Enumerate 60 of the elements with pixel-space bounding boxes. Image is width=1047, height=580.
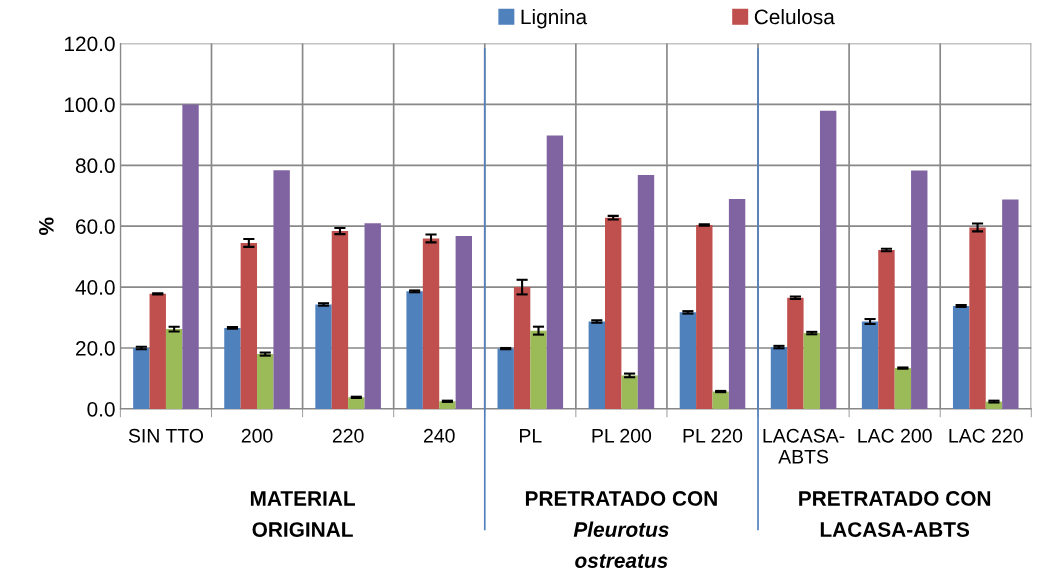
bar [819, 110, 837, 409]
bar [621, 375, 638, 409]
bar [240, 242, 258, 409]
bar [861, 321, 879, 409]
bar [952, 305, 970, 409]
bar [803, 333, 820, 409]
bar [878, 249, 895, 409]
bar [787, 297, 804, 409]
text: MATERIAL ORIGINAL [250, 491, 355, 537]
x-tick-label: SIN TTO [128, 428, 204, 443]
legend-label: Lignina [521, 8, 588, 29]
bar [497, 348, 514, 409]
bar [315, 304, 332, 409]
x-tick-label: 240 [423, 428, 455, 443]
bar [455, 235, 473, 409]
y-axis-title: % [39, 217, 54, 235]
y-tick-label: 120.0 [65, 36, 115, 52]
y-tick-label: 60.0 [76, 219, 115, 234]
y-tick-label: 100.0 [65, 97, 115, 113]
bar [406, 291, 423, 409]
bar [1002, 199, 1019, 409]
bar [712, 391, 729, 409]
bar [182, 104, 199, 409]
bar [969, 227, 986, 409]
bar [133, 348, 150, 409]
x-tick-label: LAC 220 [949, 428, 1023, 443]
bar [331, 231, 349, 409]
y-tick-label: 0.0 [87, 401, 115, 417]
x-tick-label: PL [520, 429, 542, 443]
y-tick-label: 20.0 [76, 341, 115, 356]
x-tick-label: LACASA- ABTS [763, 428, 845, 464]
bar [364, 223, 381, 409]
y-tick-label: 40.0 [75, 280, 115, 295]
bar [637, 175, 655, 409]
x-tick-label: PL 220 [683, 428, 743, 443]
bar [165, 329, 183, 409]
bar [770, 347, 788, 409]
bar [696, 224, 713, 409]
text: PRETRATADO CON LACASA-ABTS [799, 491, 991, 537]
bar [530, 330, 547, 409]
bar [911, 170, 928, 409]
bar [257, 354, 274, 409]
bar [894, 368, 912, 409]
bar [605, 217, 622, 409]
bar [588, 321, 605, 409]
legend-label: Celulosa [754, 8, 835, 25]
bar [728, 199, 746, 409]
bar [513, 287, 531, 409]
y-tick-label: 80.0 [75, 158, 115, 174]
x-tick-label: PL 200 [592, 428, 652, 443]
bar [273, 170, 290, 409]
bar [546, 135, 564, 409]
x-tick-label: 220 [332, 428, 364, 443]
bar [679, 312, 697, 409]
bar [224, 327, 241, 409]
bar [149, 293, 166, 409]
x-tick-label: 200 [241, 428, 273, 443]
bar [422, 238, 440, 409]
x-tick-label: LAC 200 [858, 428, 932, 443]
text: PRETRATADO CON Pleurotus ostreatus [525, 491, 717, 568]
